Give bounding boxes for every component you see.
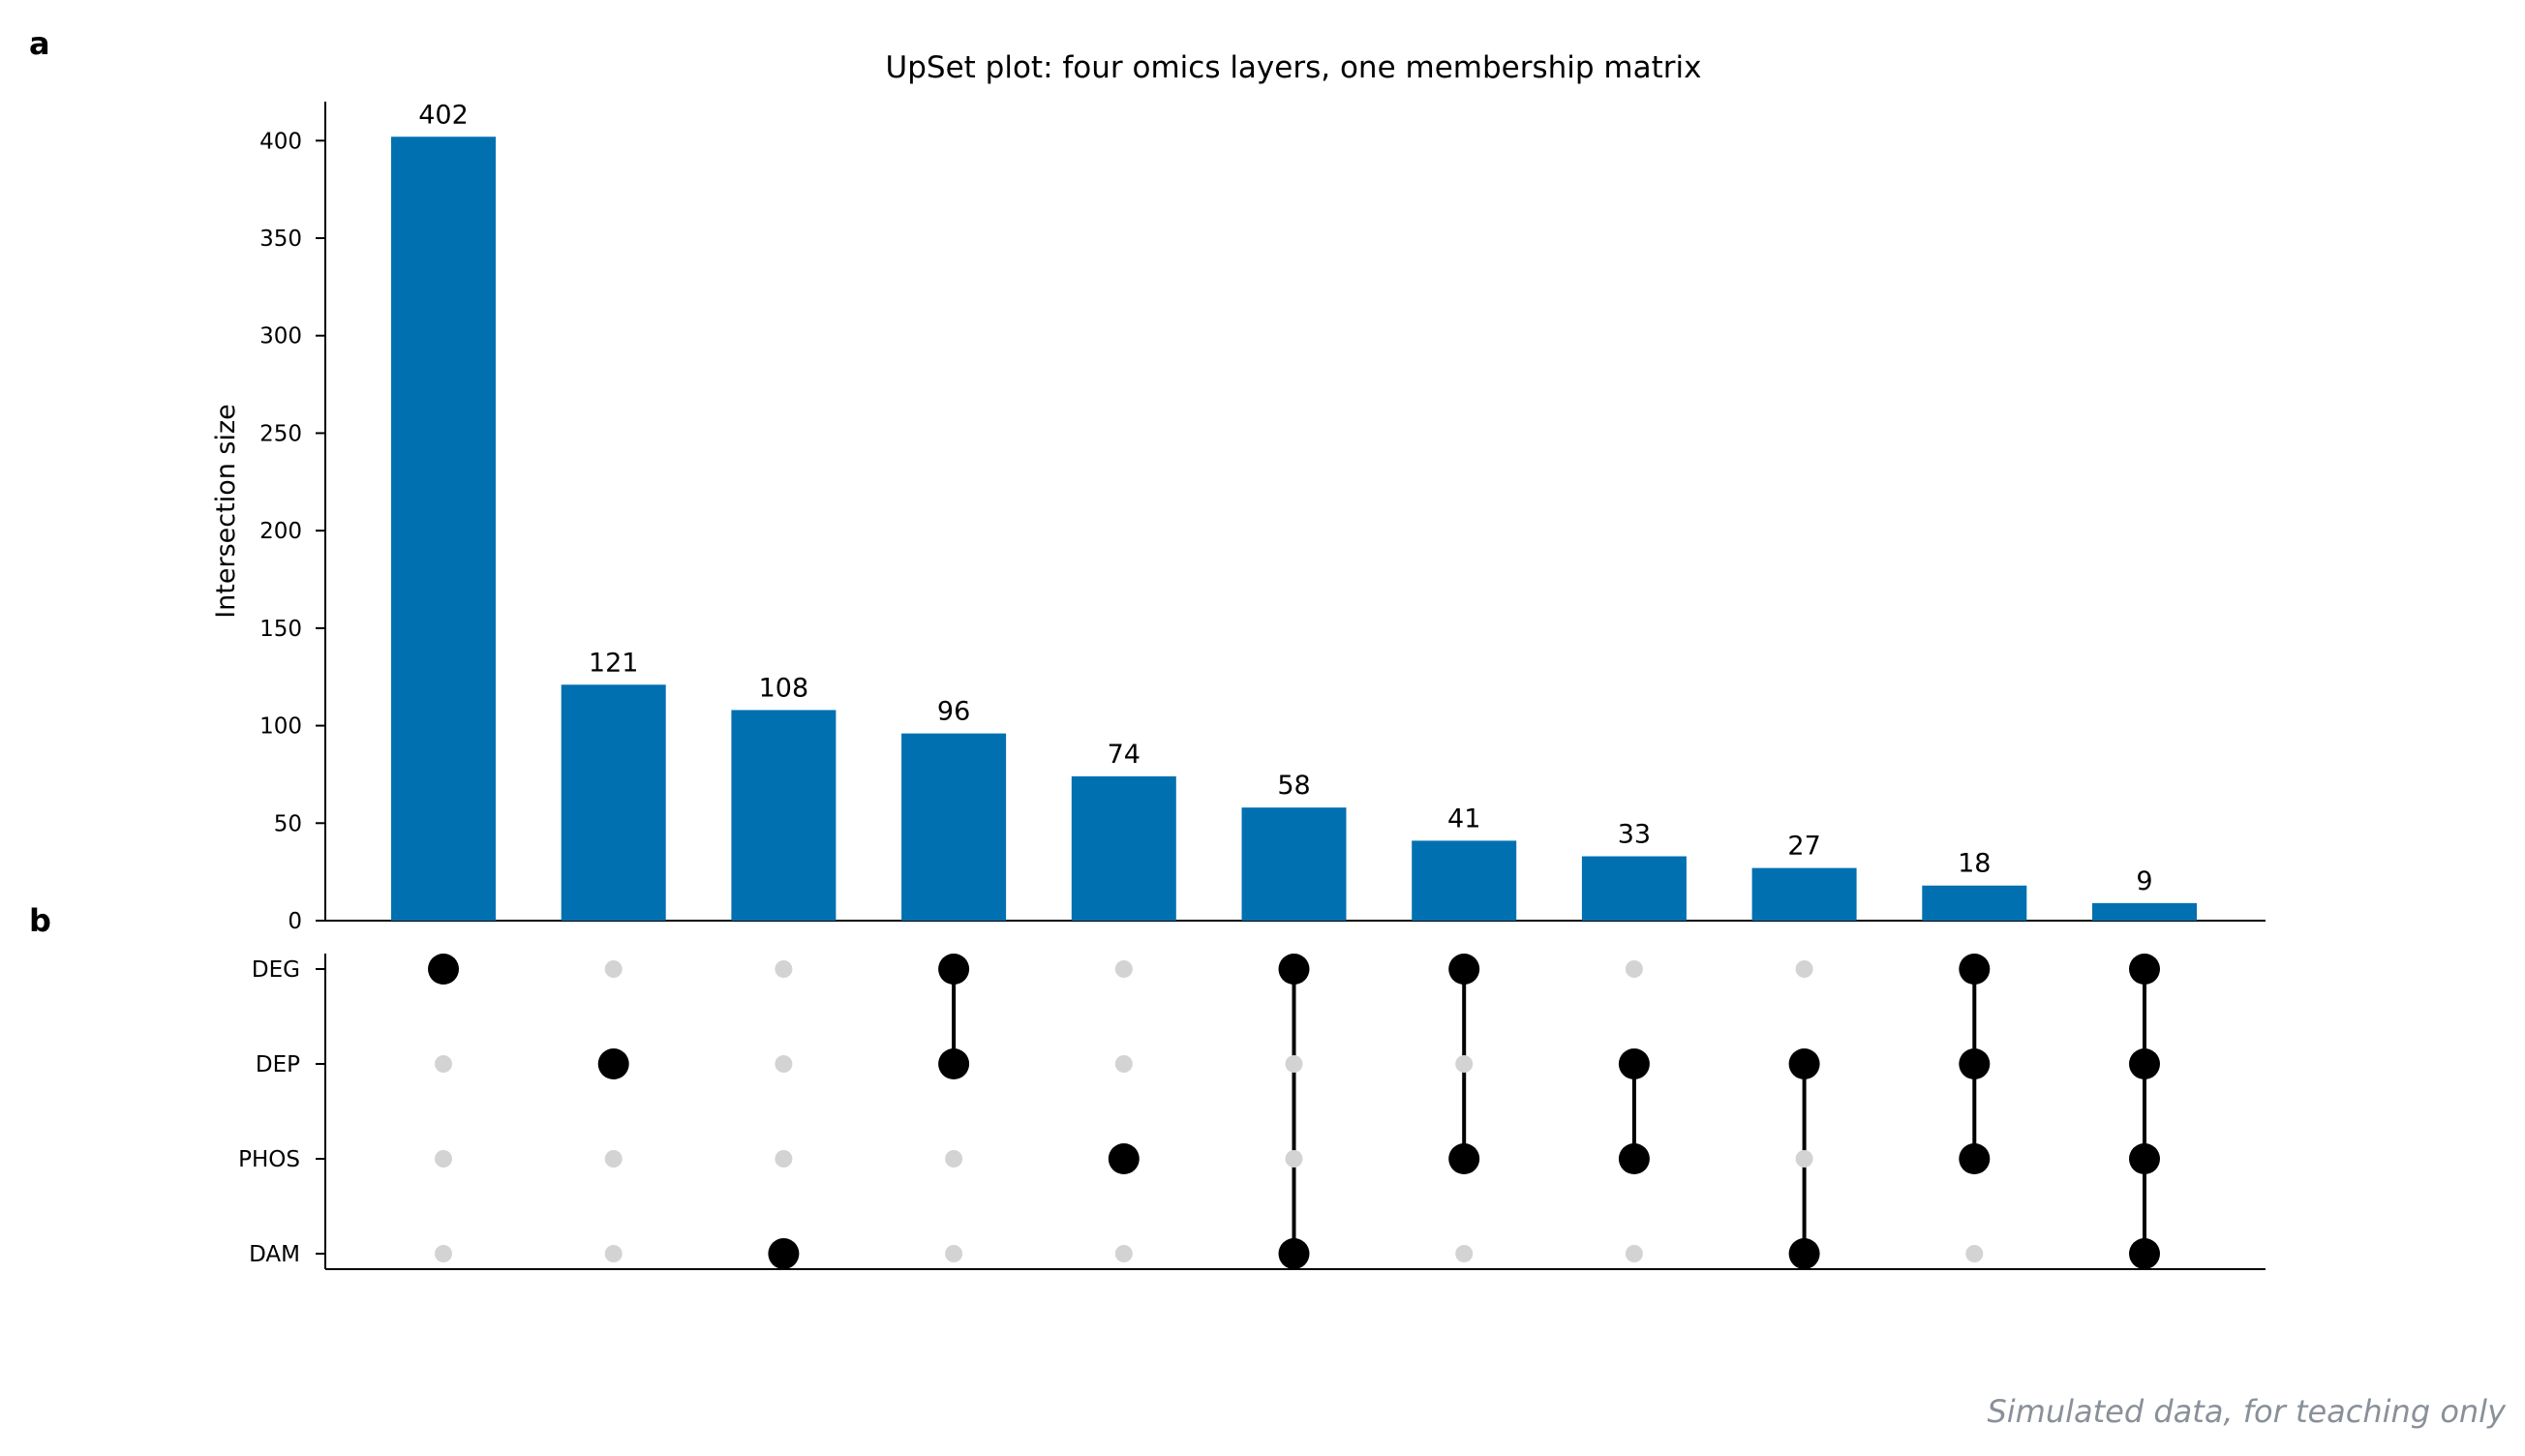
bar-value-label: 96 <box>937 697 970 727</box>
active-dot <box>1618 1048 1650 1079</box>
active-dot <box>768 1238 800 1269</box>
bar-value-label: 402 <box>418 100 469 130</box>
y-tick-label: 200 <box>259 519 302 544</box>
y-tick-label: 300 <box>259 324 302 349</box>
inactive-dot <box>775 1150 793 1168</box>
active-dot <box>1788 1048 1820 1079</box>
bar <box>391 136 496 921</box>
active-dot <box>2129 1048 2160 1079</box>
y-tick-label: 100 <box>259 714 302 740</box>
bar-value-label: 58 <box>1277 771 1310 801</box>
y-tick-label: 400 <box>259 129 302 154</box>
bar <box>561 684 666 921</box>
bar <box>901 733 1007 921</box>
inactive-dot <box>1114 960 1133 978</box>
y-tick-label: 150 <box>259 617 302 642</box>
inactive-dot <box>775 1055 793 1073</box>
bar-value-label: 41 <box>1447 804 1480 834</box>
bar-value-label: 18 <box>1958 849 1991 879</box>
inactive-dot <box>604 1245 623 1262</box>
bar-value-label: 33 <box>1618 820 1651 850</box>
y-tick-label: 0 <box>288 909 302 934</box>
active-dot <box>1959 1048 1991 1079</box>
bar-value-label: 27 <box>1787 832 1820 862</box>
bar <box>1412 840 1517 921</box>
active-dot <box>2129 1238 2160 1269</box>
inactive-dot <box>1114 1245 1133 1262</box>
inactive-dot <box>775 960 793 978</box>
bar-value-label: 9 <box>2136 866 2152 896</box>
active-dot <box>2129 1143 2160 1174</box>
active-dot <box>2129 954 2160 985</box>
set-label-dep: DEP <box>256 1052 300 1077</box>
inactive-dot <box>1285 1055 1303 1073</box>
inactive-dot <box>945 1245 963 1262</box>
bar <box>1071 775 1176 921</box>
y-tick-label: 350 <box>259 227 302 252</box>
active-dot <box>428 954 459 985</box>
bar <box>1581 856 1687 921</box>
bar <box>1751 867 1857 921</box>
inactive-dot <box>1625 960 1643 978</box>
inactive-dot <box>1625 1245 1643 1262</box>
active-dot <box>1448 1143 1480 1174</box>
inactive-dot <box>1285 1150 1303 1168</box>
inactive-dot <box>1455 1055 1474 1073</box>
active-dot <box>938 954 970 985</box>
set-label-deg: DEG <box>252 957 300 983</box>
bar <box>1922 885 2027 921</box>
active-dot <box>1448 954 1480 985</box>
inactive-dot <box>1795 960 1813 978</box>
bar-value-label: 121 <box>589 648 639 678</box>
inactive-dot <box>1114 1055 1133 1073</box>
active-dot <box>1959 954 1991 985</box>
active-dot <box>938 1048 970 1079</box>
panel-label-b: b <box>29 902 51 939</box>
bar <box>2092 902 2197 921</box>
active-dot <box>1108 1143 1140 1174</box>
y-tick-label: 250 <box>259 421 302 446</box>
inactive-dot <box>945 1150 963 1168</box>
inactive-dot <box>435 1150 452 1168</box>
chart-title: UpSet plot: four omics layers, one membe… <box>886 50 1702 85</box>
set-label-phos: PHOS <box>238 1147 300 1172</box>
active-dot <box>1788 1238 1820 1269</box>
bar-value-label: 108 <box>759 673 809 703</box>
panel-label-a: a <box>29 25 50 62</box>
inactive-dot <box>1965 1245 1984 1262</box>
inactive-dot <box>1795 1150 1813 1168</box>
bar-panel: 0 50 100 150 200 250 300 350 400 402 121 108 96 74 58 4… <box>259 100 2266 934</box>
active-dot <box>1278 1238 1310 1269</box>
active-dot <box>597 1048 629 1079</box>
watermark-note: Simulated data, for teaching only <box>1987 1393 2507 1430</box>
inactive-dot <box>604 960 623 978</box>
active-dot <box>1278 954 1310 985</box>
bar <box>1241 807 1347 921</box>
bar <box>731 710 837 921</box>
active-dot <box>1959 1143 1991 1174</box>
inactive-dot <box>435 1245 452 1262</box>
set-label-dam: DAM <box>249 1242 300 1267</box>
inactive-dot <box>1455 1245 1474 1262</box>
active-dot <box>1618 1143 1650 1174</box>
y-axis-label: Intersection size <box>211 404 241 619</box>
bar-value-label: 74 <box>1108 740 1141 770</box>
inactive-dot <box>604 1150 623 1168</box>
y-tick-label: 50 <box>274 811 302 836</box>
membership-matrix: DEG DEP PHOS DAM <box>238 954 2266 1270</box>
inactive-dot <box>435 1055 452 1073</box>
